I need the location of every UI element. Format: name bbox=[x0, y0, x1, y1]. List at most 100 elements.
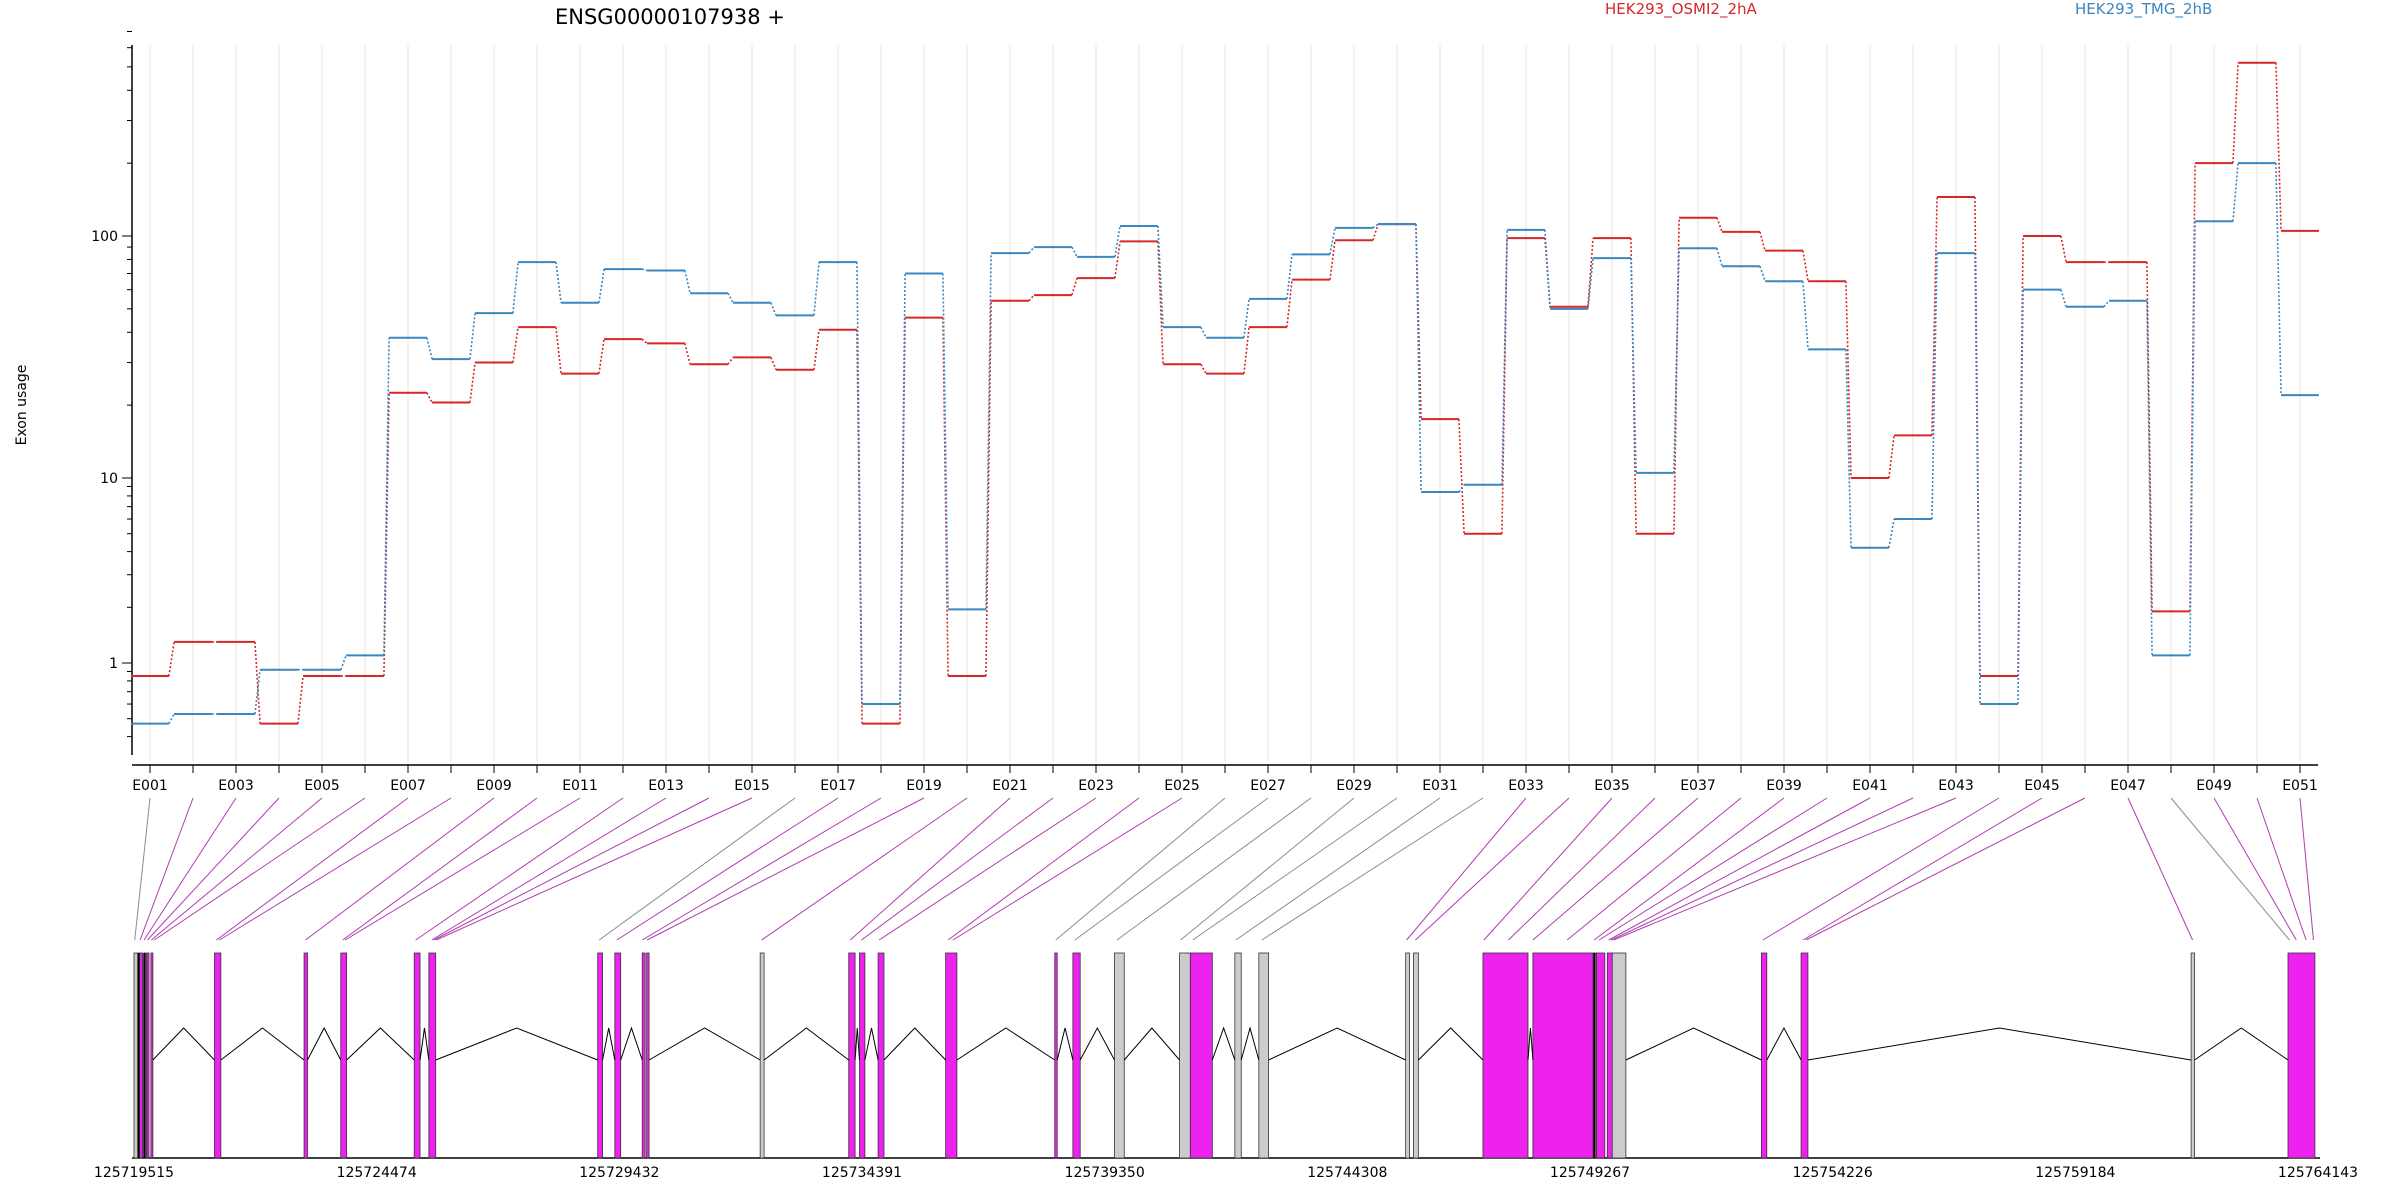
x-tick-label: E009 bbox=[476, 778, 512, 794]
connector bbox=[512, 327, 519, 363]
connector bbox=[1587, 258, 1594, 309]
exon-box-spliced bbox=[597, 952, 603, 1159]
exon-linker bbox=[139, 797, 194, 941]
exon-linker bbox=[616, 797, 839, 941]
x-tick-label: E001 bbox=[132, 778, 168, 794]
exon-linker bbox=[1116, 797, 1312, 941]
exon-linker bbox=[344, 797, 581, 941]
connector bbox=[1329, 227, 1336, 255]
exon-linker bbox=[305, 797, 495, 941]
exon-box-other bbox=[1114, 952, 1125, 1159]
exon-linker bbox=[1180, 797, 1355, 941]
connector bbox=[1071, 246, 1078, 258]
exon-box-other bbox=[759, 952, 765, 1159]
x-tick-label: E035 bbox=[1594, 778, 1630, 794]
connector bbox=[1329, 240, 1336, 280]
connector bbox=[2275, 163, 2282, 396]
x-tick-label: E033 bbox=[1508, 778, 1544, 794]
connector bbox=[1157, 241, 1164, 365]
connector bbox=[1157, 225, 1164, 328]
exon-box-other bbox=[1413, 952, 1419, 1159]
exon-linker bbox=[1608, 797, 1871, 941]
exon-linker bbox=[342, 797, 538, 941]
y-axis-label: Exon usage bbox=[14, 365, 30, 446]
exon-box-spliced bbox=[1800, 952, 1809, 1159]
connector bbox=[254, 669, 261, 715]
plot-axes: 1 10 100 E001 E003 E005 E007 E009 E011 E013 E015 E0… bbox=[91, 30, 2318, 794]
connector bbox=[1716, 217, 1723, 233]
exon-linker bbox=[1613, 797, 1957, 941]
series-lines bbox=[131, 61, 2319, 725]
intron-line bbox=[1527, 1027, 1534, 1061]
exon-box-spliced bbox=[150, 952, 154, 1159]
connector bbox=[1974, 196, 1981, 677]
exon-linker bbox=[435, 797, 753, 941]
exon-linker bbox=[433, 797, 710, 941]
exon-linker bbox=[143, 797, 237, 941]
connector bbox=[641, 268, 648, 272]
connector bbox=[1888, 518, 1895, 548]
exon-linker bbox=[878, 797, 1097, 941]
genomic-coordinate-label: 125764143 bbox=[2278, 1165, 2358, 1181]
exon-linker bbox=[2170, 797, 2290, 941]
exon-box-spliced bbox=[641, 952, 646, 1159]
connector bbox=[684, 270, 691, 294]
connector bbox=[813, 329, 820, 370]
connector bbox=[1458, 419, 1465, 534]
connector bbox=[2275, 62, 2282, 231]
connector bbox=[1028, 246, 1035, 254]
connector bbox=[598, 268, 605, 303]
connector bbox=[2232, 62, 2239, 164]
exon-linker bbox=[646, 797, 925, 941]
exon-linker bbox=[761, 797, 968, 941]
intron-line bbox=[2194, 1027, 2289, 1061]
connector bbox=[1114, 241, 1121, 279]
exon-linker bbox=[947, 797, 1140, 941]
intron-line bbox=[648, 1027, 761, 1061]
intron-line bbox=[1123, 1027, 1180, 1061]
connector bbox=[469, 362, 476, 403]
connector bbox=[1372, 223, 1379, 229]
connector bbox=[2146, 300, 2153, 656]
exon-box-other bbox=[1611, 952, 1627, 1159]
connector bbox=[469, 313, 476, 360]
x-tick-label: E029 bbox=[1336, 778, 1372, 794]
connector bbox=[1071, 277, 1078, 296]
exon-linker bbox=[2299, 797, 2314, 941]
x-tick-label: E025 bbox=[1164, 778, 1200, 794]
legend-entry-tmg: HEK293_TMG_2hB bbox=[2075, 0, 2212, 19]
intron-line bbox=[1807, 1027, 2192, 1061]
intron-line bbox=[864, 1027, 879, 1061]
connector bbox=[641, 338, 648, 344]
exon-linker bbox=[1235, 797, 1441, 941]
connector bbox=[1200, 363, 1207, 374]
connector bbox=[1372, 223, 1379, 241]
exon-linker bbox=[1192, 797, 1398, 941]
connector bbox=[383, 337, 390, 656]
genomic-coordinate-label: 125719515 bbox=[94, 1165, 174, 1181]
connector bbox=[1931, 253, 1938, 520]
exon-linker bbox=[1406, 797, 1527, 941]
exon-box-spliced bbox=[1054, 952, 1058, 1159]
connector bbox=[1673, 248, 1680, 473]
x-tick-label: E041 bbox=[1852, 778, 1888, 794]
connector bbox=[985, 253, 992, 610]
x-tick-label: E015 bbox=[734, 778, 770, 794]
exon-linker bbox=[431, 797, 667, 941]
connector bbox=[555, 262, 562, 303]
intron-line bbox=[1418, 1027, 1484, 1061]
exon-box-spliced bbox=[877, 952, 885, 1159]
connector bbox=[1114, 225, 1121, 257]
exon-linker bbox=[2213, 797, 2297, 941]
connector bbox=[942, 273, 949, 610]
exon-linker bbox=[2127, 797, 2194, 941]
connector bbox=[254, 641, 261, 724]
connector bbox=[727, 292, 734, 304]
connector bbox=[1931, 196, 1938, 436]
x-tick-label: E021 bbox=[992, 778, 1028, 794]
x-tick-label: E005 bbox=[304, 778, 340, 794]
connector bbox=[168, 641, 175, 677]
connector bbox=[1587, 238, 1594, 307]
exon-box-other bbox=[1258, 952, 1270, 1159]
intron-line bbox=[419, 1027, 430, 1061]
